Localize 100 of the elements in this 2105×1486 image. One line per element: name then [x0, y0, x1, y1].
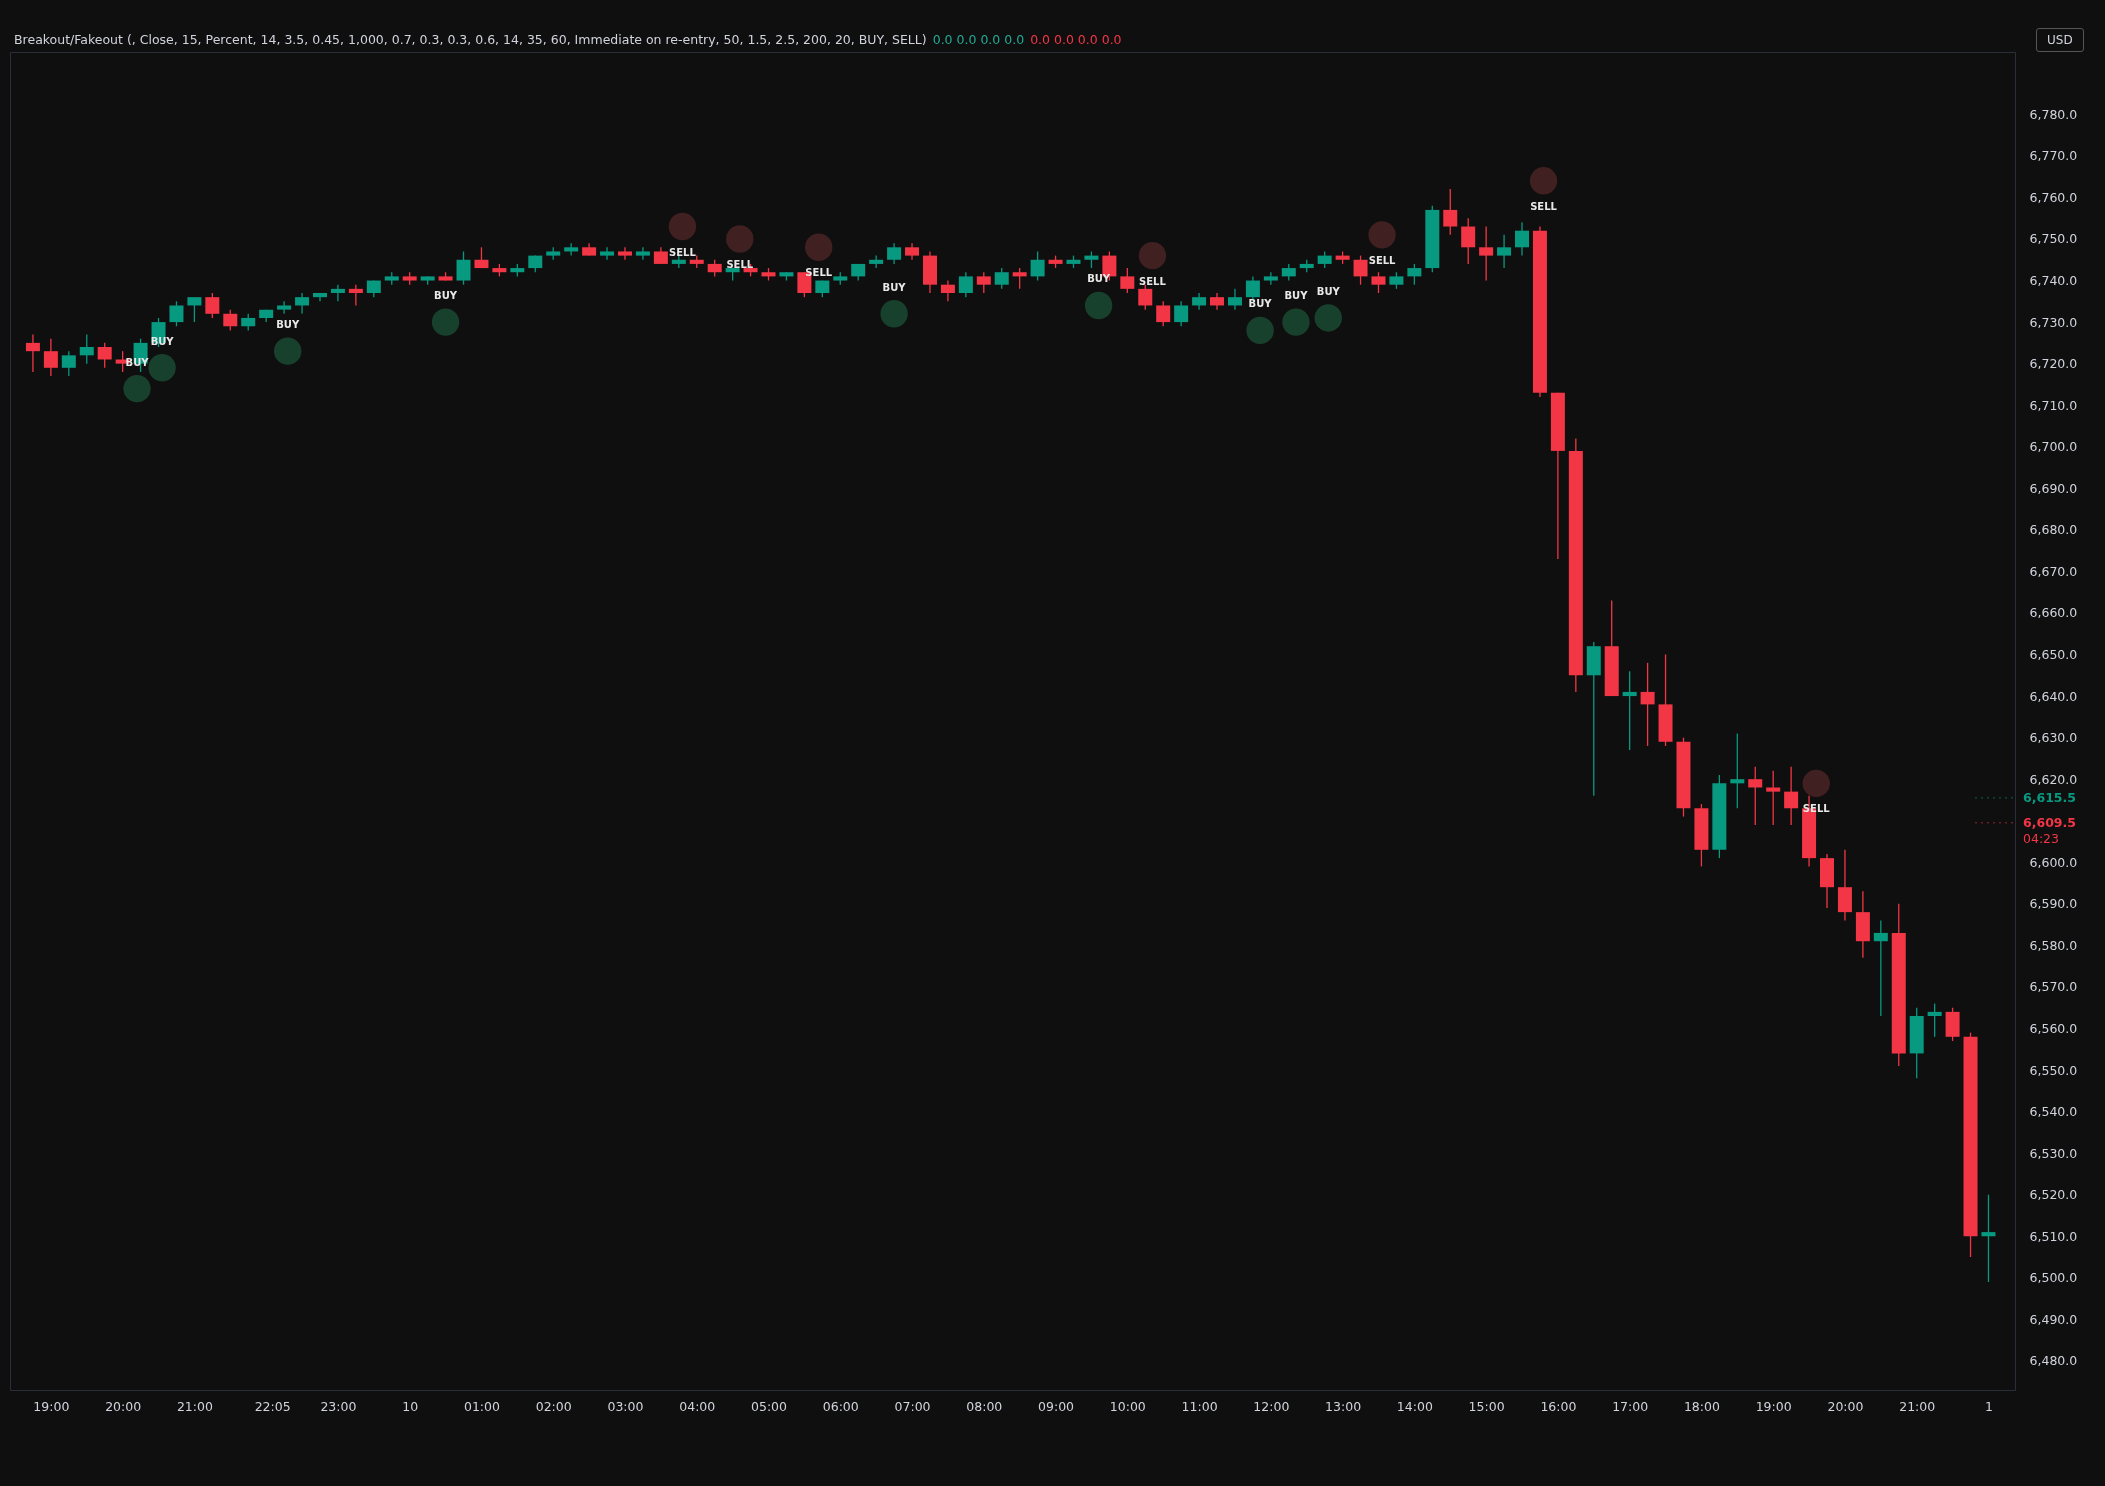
x-tick-label: 09:00 — [1038, 1398, 1075, 1414]
x-tick-label: 14:00 — [1396, 1398, 1433, 1414]
y-tick-label: 6,700.0 — [2029, 439, 2078, 455]
candlestick — [1515, 221, 1530, 257]
candlestick — [1873, 919, 1888, 1017]
candlestick — [976, 271, 991, 294]
ref-line-label: 6,615.5 — [2023, 789, 2076, 805]
x-tick-label: 01:00 — [463, 1398, 501, 1414]
candlestick — [1174, 300, 1189, 327]
y-tick-label: 6,530.0 — [2029, 1145, 2078, 1161]
candlestick — [187, 296, 202, 323]
y-tick-label: 6,690.0 — [2029, 480, 2078, 496]
candlestick — [205, 292, 220, 319]
y-tick-label: 6,510.0 — [2029, 1228, 2078, 1244]
x-tick-label: 16:00 — [1540, 1398, 1577, 1414]
y-tick-label: 6,490.0 — [2029, 1311, 2078, 1327]
y-tick-label: 6,500.0 — [2029, 1270, 2078, 1286]
candlestick — [617, 246, 632, 261]
annotation: SELL — [669, 246, 697, 258]
annotation: SELL — [726, 258, 754, 270]
y-tick-label: 6,560.0 — [2029, 1020, 2078, 1036]
annotation: BUY — [125, 356, 150, 368]
candlestick — [456, 250, 471, 286]
candlestick — [958, 271, 973, 298]
y-tick-label: 6,620.0 — [2029, 771, 2078, 787]
text: USD — [2036, 28, 2084, 52]
x-tick-label: 10:00 — [1109, 1398, 1146, 1414]
x-tick-label: 17:00 — [1612, 1398, 1649, 1414]
x-tick-label: 19:00 — [33, 1398, 70, 1414]
annotation: BUY — [1316, 285, 1341, 297]
text: 0.0 0.0 0.0 0.0 — [932, 32, 1025, 47]
candlestick — [1622, 670, 1637, 751]
y-tick-label: 6,730.0 — [2029, 314, 2078, 330]
annotation: BUY — [276, 319, 300, 331]
candlestick — [1156, 300, 1171, 327]
text: 0.0 0.0 0.0 0.0 — [1030, 32, 1122, 47]
candlestick — [295, 292, 310, 315]
x-tick-label: 08:00 — [966, 1398, 1003, 1414]
candlestick — [1981, 1194, 1996, 1283]
candlestick — [1371, 271, 1386, 294]
y-tick-label: 6,540.0 — [2029, 1104, 2078, 1120]
x-tick-label: 18:00 — [1683, 1398, 1720, 1414]
x-tick-label: 04:00 — [679, 1398, 716, 1414]
y-tick-label: 6,710.0 — [2029, 397, 2078, 413]
x-tick-label: 05:00 — [750, 1398, 788, 1414]
annotation: SELL — [1368, 254, 1397, 266]
y-tick-label: 6,770.0 — [2029, 148, 2078, 164]
candlestick — [1012, 267, 1027, 290]
candlestick — [1227, 288, 1242, 311]
annotation: BUY — [882, 281, 907, 293]
candlestick — [1138, 284, 1153, 311]
y-tick-label: 6,680.0 — [2029, 522, 2078, 538]
text: 04:23 — [2023, 830, 2060, 846]
y-tick-label: 6,660.0 — [2029, 605, 2078, 621]
y-tick-label: 6,520.0 — [2029, 1187, 2078, 1203]
candlestick — [1748, 766, 1763, 826]
y-tick-label: 6,720.0 — [2029, 356, 2078, 372]
candlestick — [1479, 225, 1494, 282]
candlestick — [277, 300, 292, 315]
candlestick — [940, 279, 955, 302]
candlestick — [223, 308, 238, 332]
x-tick-label: 03:00 — [607, 1398, 644, 1414]
candlestick — [1443, 188, 1458, 236]
candlestick — [600, 246, 615, 261]
candlestick — [1120, 267, 1135, 294]
y-tick-label: 6,740.0 — [2029, 273, 2078, 289]
y-tick-label: 6,570.0 — [2029, 979, 2078, 995]
candlestick — [1461, 217, 1476, 265]
y-tick-label: 6,550.0 — [2029, 1062, 2078, 1078]
y-tick-label: 6,750.0 — [2029, 231, 2078, 247]
candlestick — [1640, 662, 1655, 747]
candlestick — [1784, 766, 1799, 826]
y-tick-label: 6,600.0 — [2029, 854, 2078, 870]
annotation: SELL — [805, 267, 833, 279]
candlestick — [1353, 254, 1368, 286]
annotation: BUY — [1284, 290, 1309, 302]
y-tick-label: 6,590.0 — [2029, 896, 2078, 912]
candlestick — [1766, 770, 1781, 826]
y-tick-label: 6,670.0 — [2029, 563, 2078, 579]
annotation: BUY — [1248, 298, 1273, 310]
x-tick-label: 20:00 — [1827, 1398, 1864, 1414]
x-tick-label: 1 — [1984, 1398, 1993, 1414]
annotation: BUY — [1087, 273, 1111, 285]
annotation: SELL — [1530, 200, 1558, 212]
x-tick-label: 23:00 — [320, 1398, 357, 1414]
x-tick-label: 15:00 — [1468, 1398, 1505, 1414]
x-tick-label: 02:00 — [535, 1398, 572, 1414]
x-tick-label: 22:05 — [254, 1398, 291, 1414]
x-tick-label: 21:00 — [176, 1398, 213, 1414]
x-tick-label: 21:00 — [1899, 1398, 1936, 1414]
candlestick — [1407, 263, 1422, 286]
y-tick-label: 6,480.0 — [2029, 1353, 2078, 1369]
ref-line-label: 6,609.5 — [2023, 814, 2076, 830]
x-tick-label: 13:00 — [1325, 1398, 1362, 1414]
candlestick — [994, 267, 1009, 290]
annotation: BUY — [434, 290, 458, 302]
annotation: BUY — [150, 335, 175, 347]
y-tick-label: 6,760.0 — [2029, 189, 2078, 205]
candlestick — [169, 300, 184, 327]
candlestick — [43, 338, 58, 377]
